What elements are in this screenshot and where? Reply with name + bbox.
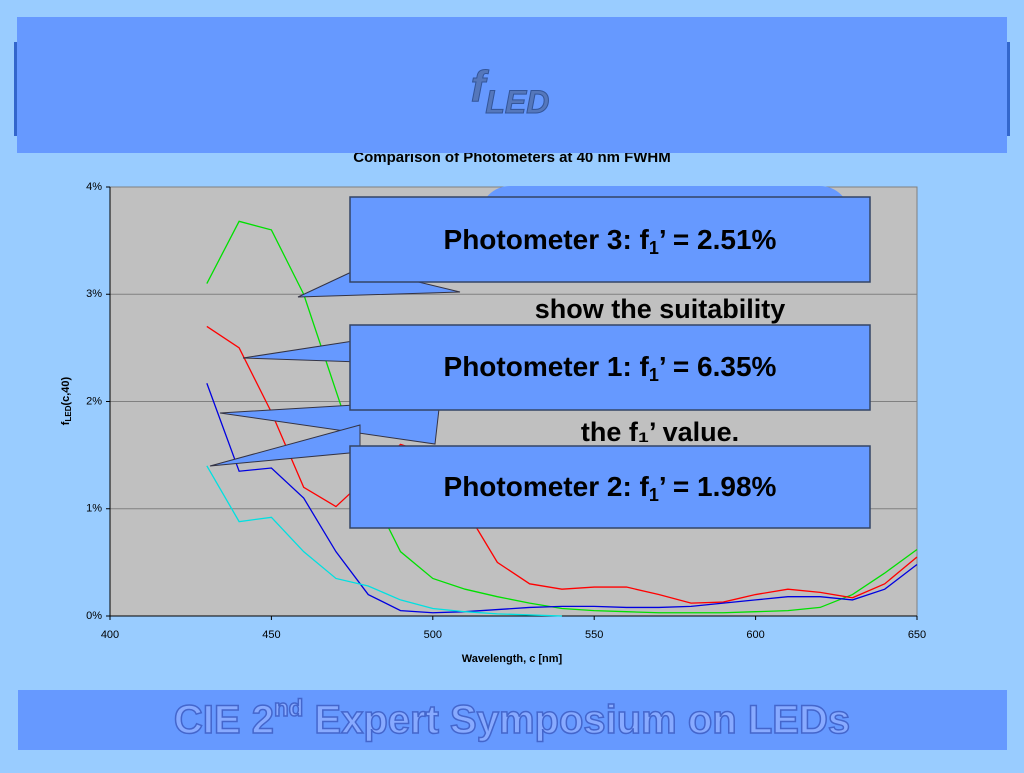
callout-sub: 1 [649,365,659,385]
hidden-line: the f₁’ value. [581,417,739,447]
callout-box [349,324,871,411]
callout-pre: Photometer 3: f [444,224,650,255]
x-axis-label: Wavelength, c [nm] [462,653,563,665]
callout-pointer [209,424,361,467]
callout-sub: 1 [649,238,659,258]
x-tick-label: 550 [585,629,603,641]
callout-post: ’ = 2.51% [659,224,777,255]
y-axis-label: fLED(c,40) [60,376,73,425]
x-tick-label: 400 [101,629,119,641]
footer-pre: CIE 2 [174,698,274,742]
hidden-line: show the suitability [535,294,786,324]
callout-text: Photometer 1: f1’ = 6.35% [444,351,777,384]
y-tick-label: 2% [86,395,102,407]
footer-sup: nd [274,695,303,722]
callout-text: Photometer 3: f1’ = 2.51% [444,224,777,257]
header-title: fLED [471,62,550,121]
header-band [17,17,1007,153]
series-line [206,465,562,617]
footer-band [18,690,1007,750]
y-tick-label: 0% [86,610,102,622]
y-tick-label: 1% [86,503,102,515]
header-sub: LED [485,84,549,120]
footer-post: Expert Symposium on LEDs [303,698,850,742]
callout-pre: Photometer 2: f [444,471,650,502]
y-tick-label: 3% [86,288,102,300]
chart-title: Comparison of Photometers at 40 nm FWHM [353,149,671,166]
x-tick-label: 650 [908,629,926,641]
footer-text: CIE 2nd Expert Symposium on LEDs [174,695,850,741]
y-tick-label: 4% [86,181,102,193]
callout-box [349,196,871,283]
y-label-rest: (c,40) [60,376,72,405]
callout-pointer [219,399,441,445]
callout-post: ’ = 6.35% [659,351,777,382]
callout-box [349,445,871,529]
y-label-sub: LED [64,405,73,421]
callout-sub: 1 [649,485,659,505]
x-tick-label: 450 [262,629,280,641]
y-label-main: f [60,421,72,425]
callout-post: ’ = 1.98% [659,471,777,502]
callouts: Photometer 3: f1’ = 2.51%Photometer 1: f… [444,224,777,504]
callout-text: Photometer 2: f1’ = 1.98% [444,471,777,504]
callout-pre: Photometer 1: f [444,351,650,382]
header-main: f [471,62,490,111]
x-tick-label: 500 [424,629,442,641]
x-tick-label: 600 [746,629,764,641]
series-line [206,325,918,604]
series-line [206,383,918,614]
